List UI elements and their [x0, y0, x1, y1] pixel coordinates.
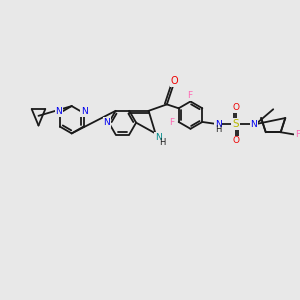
Text: H: H [159, 138, 166, 147]
Text: O: O [232, 136, 239, 145]
Text: F: F [187, 91, 192, 100]
Text: N: N [56, 107, 62, 116]
Text: N: N [81, 107, 88, 116]
Text: F: F [295, 130, 300, 139]
Text: N: N [215, 120, 222, 129]
Text: S: S [232, 119, 239, 129]
Text: N: N [155, 133, 162, 142]
Text: O: O [232, 103, 239, 112]
Text: H: H [215, 125, 221, 134]
Text: F: F [169, 118, 174, 127]
Text: N: N [103, 118, 110, 127]
Text: O: O [170, 76, 178, 86]
Text: N: N [250, 120, 257, 129]
